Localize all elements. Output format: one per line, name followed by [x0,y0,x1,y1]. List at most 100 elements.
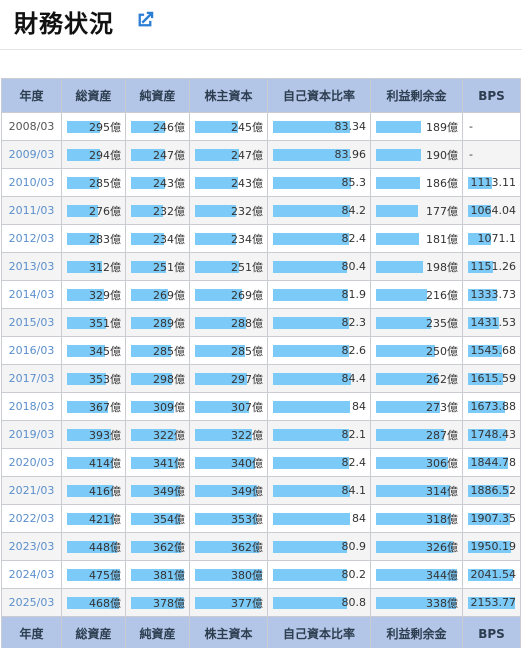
footer-header-equity-ratio[interactable]: 自己資本比率 [267,616,371,648]
footer-header-total-assets[interactable]: 総資産 [61,616,126,648]
table-body: 2008/03 295億 246億 245億 83.34 189億 -2009/03 294億… [1,112,521,617]
year-cell[interactable]: 2019/03 [1,420,62,449]
table-footer: 年度 総資産 純資産 株主資本 自己資本比率 利益剰余金 BPS [1,616,521,648]
shareholders-equity-value: 340億 [231,456,263,470]
net-assets-value: 381億 [153,568,185,582]
col-header-equity-ratio[interactable]: 自己資本比率 [267,78,371,113]
equity-ratio-cell: 84.4 [267,364,371,393]
shareholders-equity-value: 247億 [231,148,263,162]
equity-ratio-cell: 82.4 [267,448,371,477]
retained-earnings-cell: 190億 [370,140,463,169]
year-cell[interactable]: 2016/03 [1,336,62,365]
retained-earnings-bar [376,541,453,553]
col-header-retained-earnings[interactable]: 利益剰余金 [370,78,463,113]
year-cell[interactable]: 2024/03 [1,560,62,589]
table-row: 2025/03 468億 378億 377億 80.8 338億 2153.77 [1,588,521,617]
bps-value: 1748.43 [470,428,517,441]
shareholders-equity-bar [195,569,262,581]
retained-earnings-value: 189億 [426,120,458,134]
year-cell[interactable]: 2018/03 [1,392,62,421]
col-header-year[interactable]: 年度 [1,78,62,113]
bps-cell: 1615.59 [462,364,521,393]
total-assets-value: 421億 [89,512,121,526]
net-assets-cell: 232億 [125,196,190,225]
retained-earnings-value: 190億 [426,148,458,162]
net-assets-bar [131,429,176,441]
year-cell[interactable]: 2009/03 [1,140,62,169]
year-cell[interactable]: 2011/03 [1,196,62,225]
footer-header-retained-earnings[interactable]: 利益剰余金 [370,616,463,648]
retained-earnings-cell: 338億 [370,588,463,617]
col-header-shareholders-equity[interactable]: 株主資本 [189,78,268,113]
bps-bar [468,457,508,469]
equity-ratio-cell: 80.9 [267,532,371,561]
bps-value: 1886.52 [470,484,517,497]
year-cell[interactable]: 2025/03 [1,588,62,617]
shareholders-equity-cell: 251億 [189,252,268,281]
footer-header-net-assets[interactable]: 純資産 [125,616,190,648]
net-assets-bar [131,317,171,329]
table-row: 2022/03 421億 354億 353億 84 318億 1907.35 [1,504,521,533]
col-header-total-assets[interactable]: 総資産 [61,78,126,113]
footer-header-shareholders-equity[interactable]: 株主資本 [189,616,268,648]
footer-header-year[interactable]: 年度 [1,616,62,648]
total-assets-value: 416億 [89,484,121,498]
external-link-icon[interactable] [134,9,156,31]
bps-value: 1431.53 [470,316,517,329]
net-assets-bar [131,177,165,189]
shareholders-equity-bar [195,429,252,441]
net-assets-cell: 285億 [125,336,190,365]
total-assets-cell: 421億 [61,504,126,533]
year-cell[interactable]: 2017/03 [1,364,62,393]
equity-ratio-bar [273,401,350,413]
year-cell[interactable]: 2021/03 [1,476,62,505]
bps-bar [468,429,506,441]
shareholders-equity-value: 285億 [231,344,263,358]
footer-header-bps[interactable]: BPS [462,616,521,648]
col-header-bps[interactable]: BPS [462,78,521,113]
net-assets-value: 289億 [153,316,185,330]
retained-earnings-value: 235億 [426,316,458,330]
shareholders-equity-cell: 285億 [189,336,268,365]
shareholders-equity-cell: 322億 [189,420,268,449]
equity-ratio-value: 80.4 [341,260,367,273]
year-cell[interactable]: 2020/03 [1,448,62,477]
retained-earnings-bar [376,261,423,273]
year-cell[interactable]: 2012/03 [1,224,62,253]
total-assets-cell: 345億 [61,336,126,365]
retained-earnings-bar [376,569,457,581]
bps-bar [468,513,510,525]
year-cell[interactable]: 2015/03 [1,308,62,337]
retained-earnings-value: 181億 [426,232,458,246]
equity-ratio-bar [273,485,350,497]
total-assets-bar [67,401,108,413]
equity-ratio-value: 84 [352,400,366,413]
year-cell[interactable]: 2010/03 [1,168,62,197]
retained-earnings-cell: 344億 [370,560,463,589]
year-cell[interactable]: 2013/03 [1,252,62,281]
bps-cell: 1071.1 [462,224,521,253]
year-cell[interactable]: 2014/03 [1,280,62,309]
bps-bar [468,317,499,329]
col-header-net-assets[interactable]: 純資産 [125,78,190,113]
total-assets-cell: 416億 [61,476,126,505]
shareholders-equity-bar [195,317,246,329]
equity-ratio-cell: 84.2 [267,196,371,225]
shareholders-equity-bar [195,401,249,413]
year-cell[interactable]: 2022/03 [1,504,62,533]
bps-cell: - [462,140,521,169]
table-row: 2010/03 285億 243億 243億 85.3 186億 1113.11 [1,168,521,197]
total-assets-bar [67,261,102,273]
table-row: 2024/03 475億 381億 380億 80.2 344億 2041.54 [1,560,521,589]
year-cell[interactable]: 2023/03 [1,532,62,561]
bps-bar [468,597,515,609]
net-assets-bar [131,233,164,245]
equity-ratio-value: 83.96 [334,148,367,161]
retained-earnings-value: 273億 [426,400,458,414]
equity-ratio-bar [273,345,349,357]
shareholders-equity-value: 307億 [231,400,263,414]
bps-cell: 1673.88 [462,392,521,421]
total-assets-value: 283億 [89,232,121,246]
net-assets-value: 298億 [153,372,185,386]
bps-bar [468,345,502,357]
